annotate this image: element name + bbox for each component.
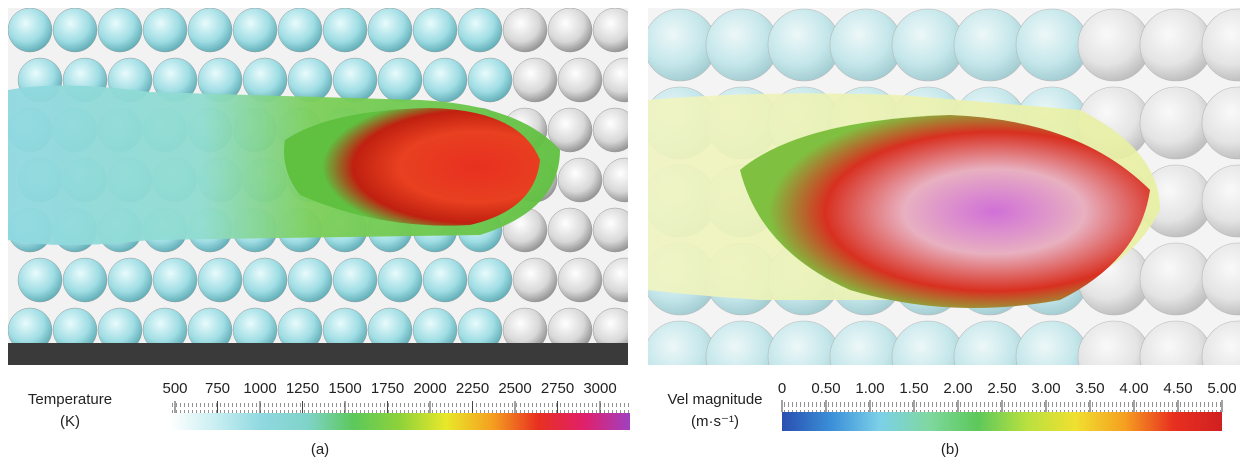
powder-particle [243,258,287,302]
panel-a-image [8,8,647,365]
powder-particle [423,258,467,302]
powder-particle [644,9,716,81]
powder-particle [558,58,602,102]
powder-particle [288,58,332,102]
powder-particle [288,258,332,302]
powder-particle [706,321,778,393]
panel-b-image [644,8,1245,393]
powder-particle [768,9,840,81]
substrate [8,343,628,365]
colorbar-tick-label: 0.50 [811,380,840,397]
powder-particle [413,8,457,52]
powder-particle [468,258,512,302]
powder-particle [1140,87,1212,159]
colorbar-tick-label: 2500 [498,380,531,397]
panel-label: (b) [941,441,959,458]
powder-particle [830,9,902,81]
powder-particle [458,8,502,52]
powder-particle [954,9,1026,81]
figure: 500 750 1000 1250 1500 1750 2000 2250 2500 2750 30… [0,0,1245,461]
colorbar-tick-label: 1500 [328,380,361,397]
colorbar-tick-label: 1000 [243,380,276,397]
colorbar-tick-label: 2750 [541,380,574,397]
colorbar-tick-label: 750 [205,380,230,397]
powder-particle [333,258,377,302]
powder-particle [1140,243,1212,315]
powder-particle [188,8,232,52]
powder-particle [278,8,322,52]
colorbar [782,412,1222,431]
powder-particle [706,9,778,81]
colorbar-tick-label: 4.50 [1163,380,1192,397]
colorbar-tick-label: 3.50 [1075,380,1104,397]
powder-particle [153,258,197,302]
powder-particle [513,58,557,102]
colorbar-title: (K) [60,413,80,430]
colorbar-tick-label: 2.00 [943,380,972,397]
colorbar-tick-label: 2000 [413,380,446,397]
powder-particle [1016,9,1088,81]
powder-particle [558,158,602,202]
powder-particle [323,8,367,52]
powder-particle [548,208,592,252]
colorbar-tick-label: 2.50 [987,380,1016,397]
colorbar-tick-label: 1.00 [855,380,884,397]
powder-particle [378,258,422,302]
powder-particle [603,58,647,102]
colorbar-tick-label: 5.00 [1207,380,1236,397]
powder-particle [233,8,277,52]
powder-particle [63,258,107,302]
powder-particle [593,208,637,252]
powder-particle [503,8,547,52]
powder-particle [1140,9,1212,81]
powder-particle [513,258,557,302]
powder-particle [368,8,412,52]
powder-particle [892,9,964,81]
colorbar-title: Temperature [28,391,112,408]
powder-particle [558,258,602,302]
colorbars: 500 750 1000 1250 1500 1750 2000 2250 2500 2750 30… [28,380,1237,458]
powder-particle [143,8,187,52]
colorbar-tick-label: 4.00 [1119,380,1148,397]
powder-particle [198,258,242,302]
colorbar-tick-label: 1.50 [899,380,928,397]
powder-particle [333,58,377,102]
powder-particle [593,108,637,152]
colorbar-tick-label: 2250 [456,380,489,397]
colorbar-tick-label: 0 [778,380,786,397]
powder-particle [603,258,647,302]
colorbar-tick-label: 500 [162,380,187,397]
powder-particle [603,158,647,202]
powder-particle [644,321,716,393]
powder-particle [1078,9,1150,81]
powder-particle [378,58,422,102]
powder-particle [423,58,467,102]
colorbar-tick-label: 1250 [286,380,319,397]
colorbar-tick-label: 1750 [371,380,404,397]
colorbar-ruler [170,403,630,413]
powder-particle [548,8,592,52]
colorbar [170,413,630,430]
powder-particle [108,258,152,302]
colorbar-title: (m·s⁻¹) [691,413,739,430]
colorbar-tick-label: 3.00 [1031,380,1060,397]
colorbar-tick-label: 3000 [583,380,616,397]
colorbar-title: Vel magnitude [667,391,762,408]
powder-particle [468,58,512,102]
powder-particle [53,8,97,52]
powder-particle [98,8,142,52]
powder-particle [18,258,62,302]
panel-label: (a) [311,441,329,458]
powder-particle [8,8,52,52]
powder-particle [593,8,637,52]
